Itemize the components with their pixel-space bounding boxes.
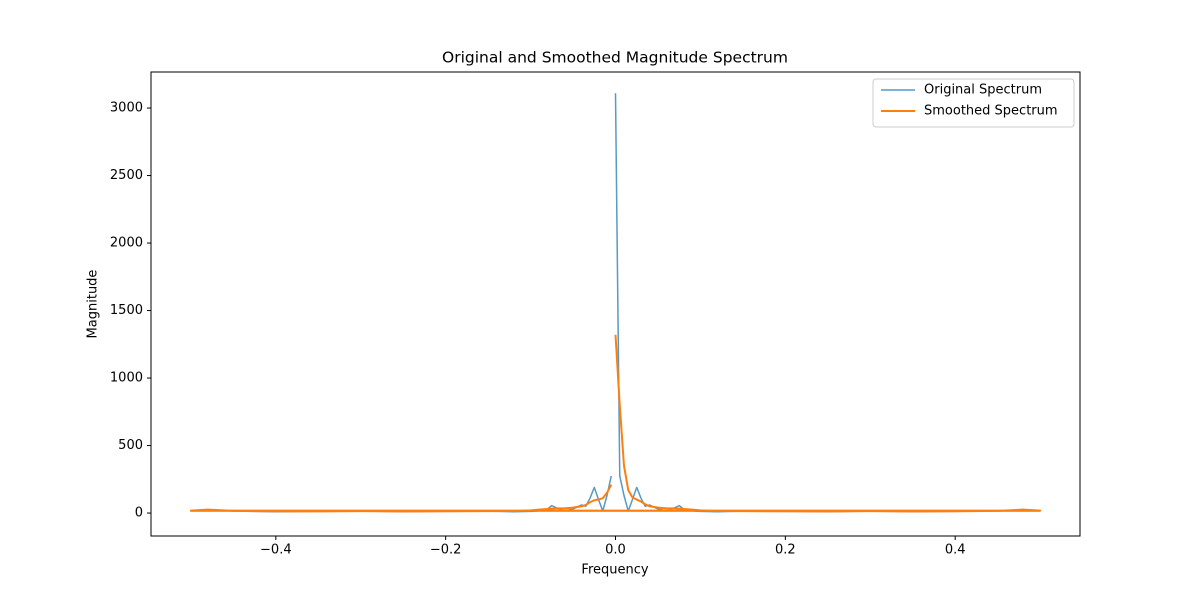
legend-label: Original Spectrum	[924, 83, 1042, 98]
y-tick-label: 2000	[110, 236, 143, 251]
plot-frame	[150, 71, 1081, 537]
y-axis-label: Magnitude	[86, 270, 101, 339]
y-tick-label: 3000	[110, 101, 143, 116]
x-tick-label: −0.4	[260, 543, 292, 558]
x-tick-label: 0.4	[945, 543, 966, 558]
y-tick-label: 0	[135, 506, 143, 521]
series-line	[189, 334, 1042, 513]
y-tick-label: 1000	[110, 371, 143, 386]
legend-box	[872, 78, 1075, 128]
x-tick-label: 0.2	[775, 543, 796, 558]
x-tick-label: −0.2	[430, 543, 462, 558]
y-tick-label: 500	[118, 438, 143, 453]
x-axis-label: Frequency	[581, 563, 648, 578]
y-tick-label: 1500	[110, 303, 143, 318]
chart-title: Original and Smoothed Magnitude Spectrum	[442, 49, 788, 67]
y-tick-label: 2500	[110, 168, 143, 183]
x-tick-label: 0.0	[605, 543, 626, 558]
legend-label: Smoothed Spectrum	[924, 104, 1058, 119]
